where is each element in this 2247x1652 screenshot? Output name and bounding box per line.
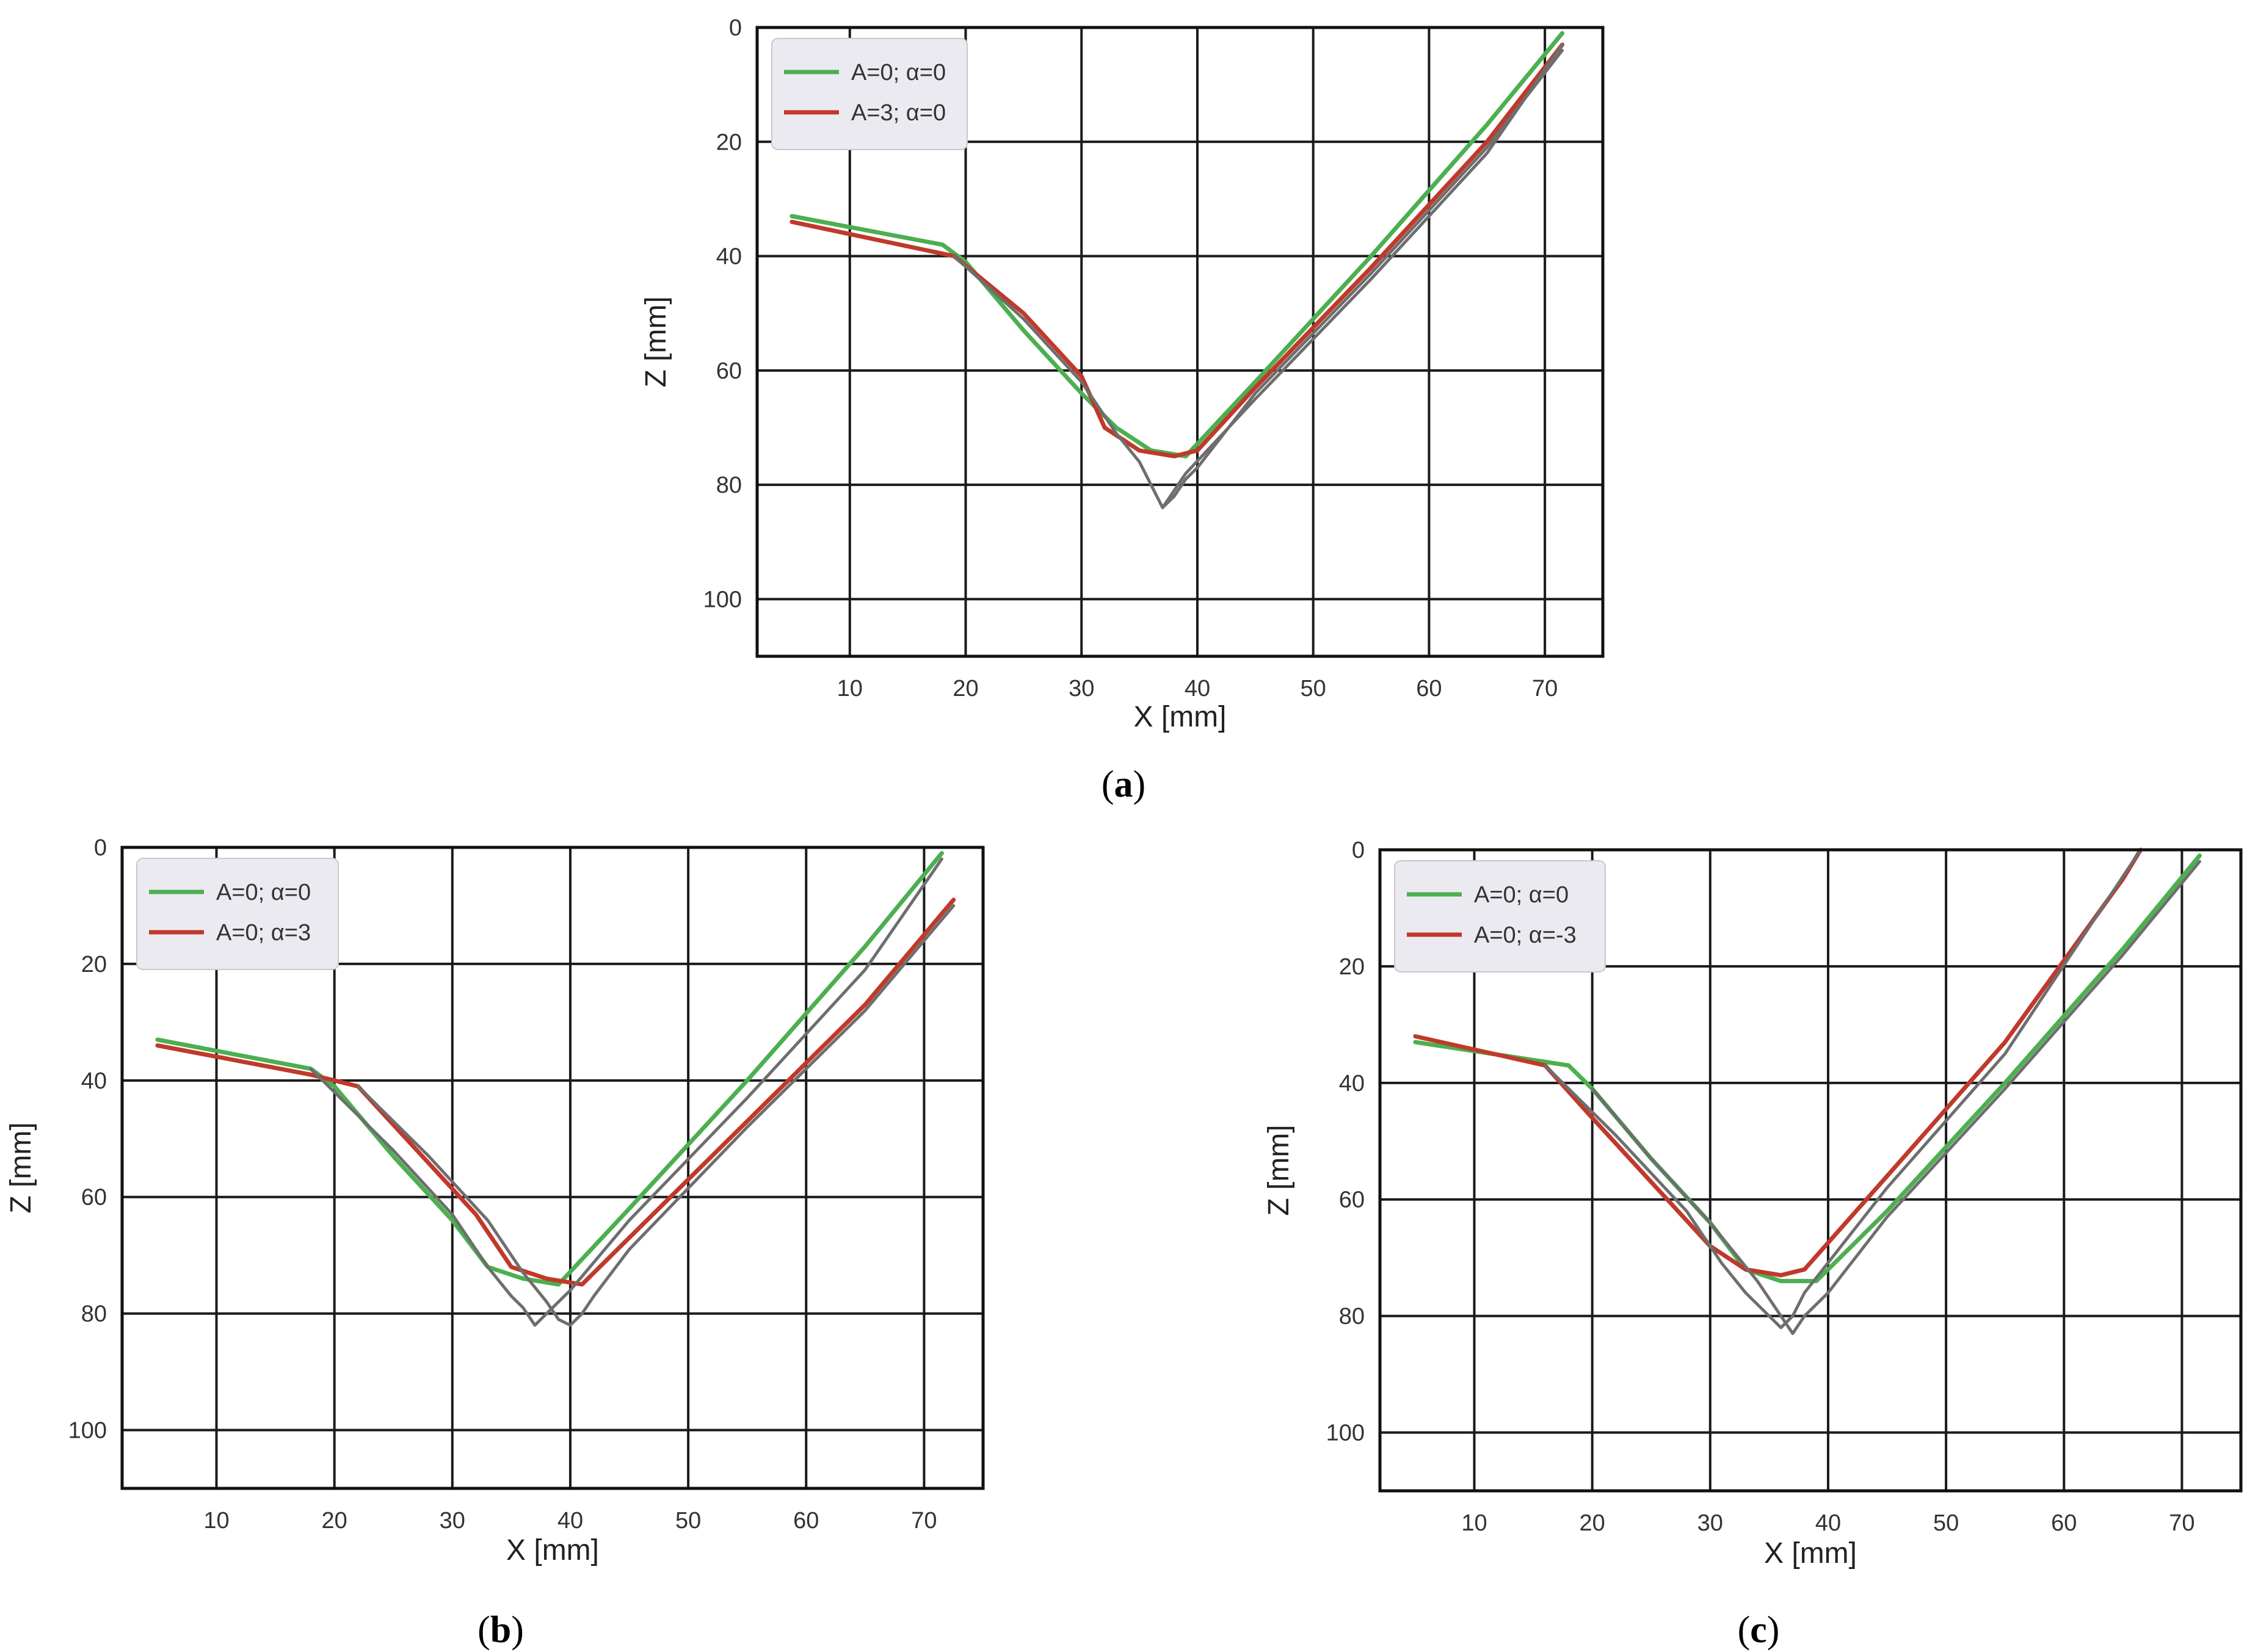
y-axis-label: Z [mm] (5, 1122, 37, 1213)
legend-box (771, 38, 968, 150)
x-tick-label: 60 (793, 1508, 819, 1534)
reference-line-3 (1543, 848, 2143, 1330)
chart-panel-b: 10 20 30 40 50 60 70 0 20 40 60 80 100 X [mm] Z [mm] A=… (5, 835, 985, 1651)
y-tick-label: 0 (1352, 838, 1365, 863)
x-tick-label: 50 (675, 1508, 701, 1534)
y-tick-label: 100 (68, 1418, 107, 1444)
y-tick-label: 20 (716, 129, 742, 155)
x-tick-label: 10 (1461, 1510, 1487, 1536)
x-tick-label: 30 (1069, 676, 1094, 701)
plot-frame (1378, 848, 2243, 1493)
plot-frame (120, 846, 985, 1490)
x-tick-label: 20 (1580, 1510, 1605, 1536)
y-tick-label: 60 (81, 1185, 107, 1211)
legend-entry-label: A=0; α=0 (851, 60, 946, 85)
legend: A=0; α=0 A=0; α=3 (136, 858, 339, 970)
x-tick-label: 20 (953, 676, 978, 701)
y-tick-label: 20 (81, 952, 107, 977)
legend-box (1394, 860, 1606, 973)
series-line-1 (790, 31, 1565, 458)
y-axis-label: Z [mm] (1263, 1125, 1295, 1215)
y-tick-label: 60 (716, 358, 742, 384)
y-tick-label: 40 (1339, 1071, 1365, 1096)
legend: A=0; α=0 A=0; α=-3 (1394, 860, 1606, 973)
y-tick-label: 60 (1339, 1187, 1365, 1213)
x-tick-label: 40 (1185, 676, 1210, 701)
y-tick-label: 0 (729, 15, 742, 41)
legend-entry-label: A=0; α=3 (216, 920, 311, 946)
y-tick-label: 80 (716, 473, 742, 498)
reference-line-3 (309, 857, 943, 1327)
x-axis-label: X [mm] (1134, 701, 1227, 733)
x-tick-label: 40 (557, 1508, 583, 1534)
legend-box (136, 858, 339, 970)
reference-line-4 (1591, 860, 2201, 1335)
y-tick-label: 100 (1326, 1421, 1365, 1446)
y-tick-label: 80 (81, 1302, 107, 1327)
chart-panel-a: 10 20 30 40 50 60 70 0 20 40 60 80 100 X [mm] Z [mm] A=… (640, 15, 1605, 805)
y-axis-label: Z [mm] (640, 296, 672, 387)
x-tick-label: 10 (837, 676, 863, 701)
plot-frame (755, 26, 1605, 658)
chart-panel-c: 10 20 30 40 50 60 70 0 20 40 60 80 100 X [mm] Z [mm] A=… (1263, 838, 2243, 1651)
y-tick-label: 40 (716, 244, 742, 270)
series-line-2 (155, 897, 956, 1287)
x-tick-label: 30 (440, 1508, 465, 1534)
y-tick-label: 20 (1339, 954, 1365, 980)
x-axis-label: X [mm] (506, 1534, 599, 1567)
y-tick-label: 100 (703, 587, 742, 612)
legend-entry-label: A=0; α=0 (216, 880, 311, 905)
x-tick-label: 40 (1815, 1510, 1841, 1536)
y-tick-label: 40 (81, 1068, 107, 1094)
legend-entry-label: A=3; α=0 (851, 100, 946, 126)
series-line-2 (790, 42, 1565, 458)
legend-entry-label: A=0; α=-3 (1474, 922, 1577, 948)
x-tick-label: 70 (1532, 676, 1558, 701)
legend-entry-label: A=0; α=0 (1474, 882, 1569, 908)
x-tick-label: 50 (1301, 676, 1326, 701)
y-tick-label: 0 (94, 835, 107, 861)
x-tick-label: 70 (911, 1508, 937, 1534)
x-tick-label: 70 (2169, 1510, 2194, 1536)
x-tick-label: 60 (2051, 1510, 2077, 1536)
panel-caption: (b) (477, 1609, 524, 1651)
reference-line-3 (953, 49, 1564, 509)
y-tick-label: 80 (1339, 1304, 1365, 1330)
x-tick-label: 10 (203, 1508, 229, 1534)
legend: A=0; α=0 A=3; α=0 (771, 38, 968, 150)
reference-line-4 (1161, 43, 1564, 509)
x-tick-label: 50 (1933, 1510, 1959, 1536)
panel-caption: (a) (1102, 764, 1145, 805)
series-line-1 (155, 851, 944, 1287)
panel-caption: (c) (1738, 1609, 1780, 1651)
series-line-2 (1413, 847, 2143, 1278)
x-tick-label: 20 (322, 1508, 347, 1534)
x-tick-label: 60 (1416, 676, 1442, 701)
reference-line-4 (356, 904, 956, 1327)
x-axis-label: X [mm] (1764, 1537, 1857, 1570)
x-tick-label: 30 (1697, 1510, 1723, 1536)
series-line-1 (1413, 853, 2202, 1283)
